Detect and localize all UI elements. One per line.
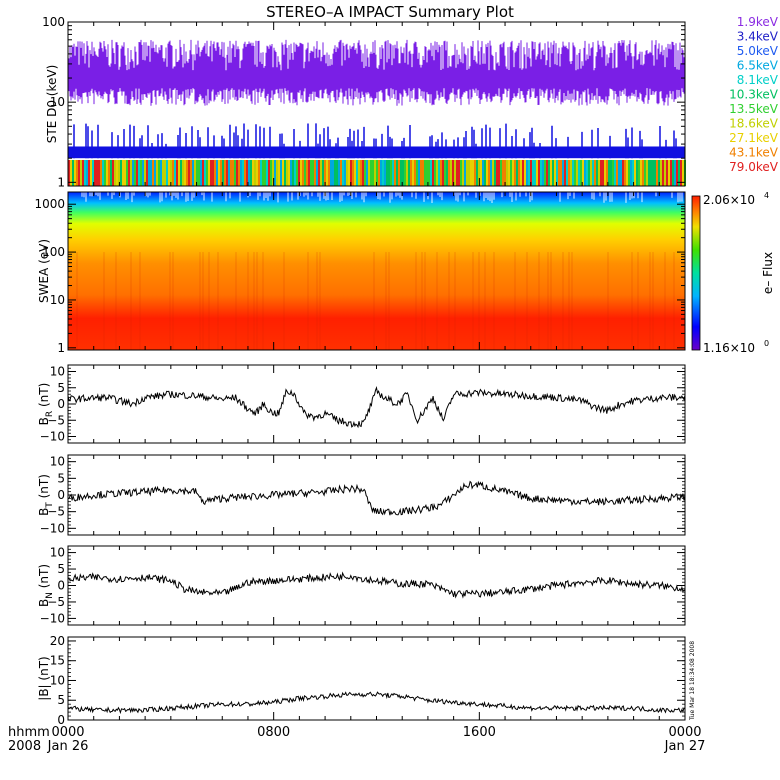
ytick-label-bmag: 15 bbox=[50, 654, 65, 668]
swea-spectrogram bbox=[68, 192, 685, 350]
ylabel-bt: BT (nT) bbox=[37, 474, 55, 516]
panel-bn: 10 5 0 −5 −10 BN (nT) bbox=[37, 545, 686, 626]
ytick-label-bt: 10 bbox=[50, 455, 65, 469]
ytick-label-bt: −5 bbox=[47, 505, 65, 519]
colorbar-max-exponent: 4 bbox=[764, 191, 769, 200]
ytick-label-bt: −10 bbox=[40, 521, 65, 535]
plot-title: STEREO–A IMPACT Summary Plot bbox=[266, 3, 514, 21]
ytick-label-bn: −10 bbox=[40, 611, 65, 625]
panel-bt: 10 5 0 −5 −10 BT (nT) bbox=[37, 454, 686, 536]
legend-13-5kev: 13.5keV bbox=[729, 102, 779, 116]
legend-27-1kev: 27.1keV bbox=[729, 131, 779, 145]
ytick-label-bmag: 0 bbox=[57, 713, 65, 727]
ytick-label-br: 5 bbox=[57, 381, 65, 395]
panel-bmag: 20 15 10 5 0 |B| (nT) bbox=[37, 634, 686, 727]
colorbar-max-label: 2.06×10 bbox=[703, 193, 755, 207]
colorbar-min-label: 1.16×10 bbox=[703, 341, 755, 355]
time-tick-date: Jan 27 bbox=[664, 739, 706, 754]
colorbar-min-exponent: 0 bbox=[764, 339, 769, 348]
time-tick-label: 0000 bbox=[51, 725, 84, 740]
ytick-label-bmag: 10 bbox=[50, 673, 65, 687]
legend-10-3kev: 10.3keV bbox=[729, 88, 779, 102]
panel-ste: 1.9keV3.4keV5.0keV6.5keV8.1keV10.3keV13.… bbox=[42, 15, 779, 189]
ytick-label-swea: 10 bbox=[50, 293, 65, 307]
colorbar-label: e– Flux bbox=[761, 252, 775, 294]
legend-6-5kev: 6.5keV bbox=[737, 59, 779, 73]
time-tick-label: 1600 bbox=[463, 725, 496, 740]
ylabel-bn: BN (nT) bbox=[37, 564, 55, 607]
ytick-label-bn: 5 bbox=[57, 562, 65, 576]
ytick-label-br: −5 bbox=[47, 413, 65, 427]
time-axis-label-year: 2008 bbox=[8, 739, 41, 754]
ytick-label-br: 0 bbox=[57, 397, 65, 411]
time-tick-label: 0800 bbox=[257, 725, 290, 740]
time-axis-label-hhmm: hhmm bbox=[8, 725, 50, 740]
ytick-label-ste: 100 bbox=[42, 15, 65, 29]
ytick-label-swea: 1000 bbox=[34, 197, 65, 211]
legend-1-9kev: 1.9keV bbox=[737, 15, 779, 29]
colorbar bbox=[691, 195, 701, 351]
frame-bt bbox=[67, 454, 686, 536]
ste-low-energy-band bbox=[68, 159, 686, 186]
ste-band-3-4kev bbox=[68, 146, 685, 159]
ytick-label-bmag: 20 bbox=[50, 634, 65, 648]
swea-streaks bbox=[76, 252, 675, 350]
ste-trace-1-9kev bbox=[67, 39, 685, 106]
ytick-label-swea: 1 bbox=[57, 341, 65, 355]
ytick-label-bt: 5 bbox=[57, 471, 65, 485]
ytick-label-bn: −5 bbox=[47, 595, 65, 609]
legend-3-4kev: 3.4keV bbox=[737, 30, 779, 44]
ylabel-swea: SWEA (eV) bbox=[37, 239, 51, 303]
ytick-label-bmag: 5 bbox=[57, 693, 65, 707]
trace-bn bbox=[67, 571, 686, 599]
legend-5-0kev: 5.0keV bbox=[737, 44, 779, 58]
ytick-label-bn: 0 bbox=[57, 579, 65, 593]
time-tick-date: Jan 26 bbox=[47, 739, 89, 754]
legend-79-0kev: 79.0keV bbox=[729, 160, 779, 174]
legend-43-1kev: 43.1keV bbox=[729, 146, 779, 160]
legend-8-1kev: 8.1keV bbox=[737, 73, 779, 87]
ytick-label-ste: 10 bbox=[50, 95, 65, 109]
time-tick-label: 0000 bbox=[668, 725, 701, 740]
ylabel-bmag: |B| (nT) bbox=[37, 656, 51, 700]
trace-bmag bbox=[67, 691, 686, 715]
legend-18-6kev: 18.6keV bbox=[729, 117, 779, 131]
ytick-label-br: −10 bbox=[40, 430, 65, 444]
ytick-label-ste: 1 bbox=[57, 175, 65, 189]
ytick-label-swea: 100 bbox=[42, 245, 65, 259]
ytick-label-bn: 10 bbox=[50, 546, 65, 560]
trace-br bbox=[67, 386, 686, 429]
ylabel-ste: STE D0 (keV) bbox=[45, 65, 59, 144]
ytick-label-br: 10 bbox=[50, 365, 65, 379]
timestamp: Tue Mar 18 18:34:08 2008 bbox=[689, 641, 696, 721]
trace-bt bbox=[67, 480, 686, 516]
panel-swea: 2.06×10 4 1.16×10 0 e– Flux 1 10 100 1000 SWEA (e… bbox=[34, 191, 775, 355]
frame-br bbox=[67, 364, 686, 444]
ytick-label-bt: 0 bbox=[57, 488, 65, 502]
panel-br: 10 5 0 −5 −10 BR (nT) bbox=[37, 364, 686, 444]
ylabel-br: BR (nT) bbox=[37, 383, 55, 426]
